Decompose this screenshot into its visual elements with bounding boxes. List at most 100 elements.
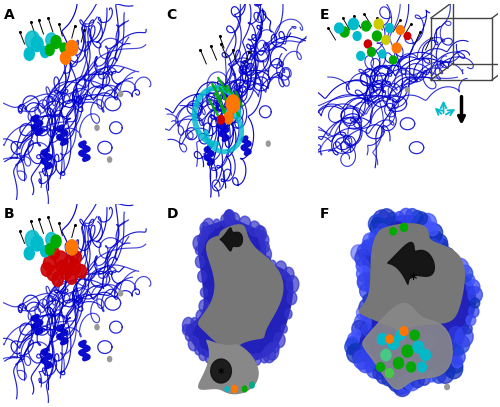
- Circle shape: [356, 258, 369, 273]
- Circle shape: [348, 333, 360, 346]
- Circle shape: [352, 329, 361, 339]
- Circle shape: [252, 354, 261, 365]
- Circle shape: [260, 350, 269, 363]
- Circle shape: [95, 324, 99, 330]
- Circle shape: [240, 363, 248, 372]
- Circle shape: [394, 377, 411, 396]
- Circle shape: [356, 266, 371, 282]
- Circle shape: [394, 379, 408, 394]
- Circle shape: [46, 232, 57, 246]
- Circle shape: [364, 40, 372, 48]
- Circle shape: [376, 363, 384, 372]
- Circle shape: [373, 210, 390, 229]
- Text: B: B: [4, 208, 14, 221]
- Circle shape: [378, 50, 386, 58]
- Circle shape: [436, 364, 454, 383]
- Circle shape: [426, 221, 434, 230]
- Circle shape: [362, 324, 372, 335]
- Circle shape: [363, 233, 377, 249]
- Polygon shape: [352, 216, 476, 387]
- Circle shape: [269, 260, 276, 270]
- Circle shape: [212, 359, 223, 374]
- Circle shape: [381, 350, 391, 361]
- Circle shape: [51, 235, 61, 248]
- Circle shape: [449, 327, 462, 342]
- Circle shape: [26, 230, 40, 248]
- Circle shape: [440, 247, 454, 264]
- Circle shape: [382, 35, 390, 44]
- Circle shape: [374, 19, 383, 29]
- Polygon shape: [210, 359, 232, 383]
- Circle shape: [422, 333, 436, 348]
- Circle shape: [412, 210, 423, 223]
- Circle shape: [198, 271, 206, 282]
- Circle shape: [287, 291, 297, 304]
- Text: *: *: [218, 367, 224, 379]
- Circle shape: [340, 27, 349, 37]
- Circle shape: [427, 372, 436, 382]
- Circle shape: [468, 287, 482, 303]
- Circle shape: [24, 48, 34, 60]
- Circle shape: [404, 33, 410, 39]
- Circle shape: [394, 357, 404, 369]
- Circle shape: [400, 208, 412, 223]
- Circle shape: [199, 349, 207, 361]
- Circle shape: [60, 52, 70, 64]
- Circle shape: [390, 228, 396, 235]
- Circle shape: [464, 274, 475, 286]
- Circle shape: [41, 263, 52, 276]
- Circle shape: [211, 353, 220, 365]
- Circle shape: [369, 232, 378, 242]
- Circle shape: [389, 377, 402, 392]
- Circle shape: [259, 234, 269, 247]
- Circle shape: [225, 211, 233, 222]
- Circle shape: [199, 300, 209, 313]
- Circle shape: [466, 280, 480, 294]
- Circle shape: [425, 308, 436, 322]
- Circle shape: [386, 24, 394, 33]
- Circle shape: [266, 141, 270, 146]
- Circle shape: [406, 88, 409, 92]
- Circle shape: [396, 333, 407, 345]
- Circle shape: [200, 231, 207, 242]
- Circle shape: [404, 372, 420, 391]
- Circle shape: [390, 56, 396, 64]
- Circle shape: [466, 315, 475, 326]
- Circle shape: [394, 381, 403, 390]
- Circle shape: [386, 335, 393, 343]
- Circle shape: [374, 223, 384, 234]
- Circle shape: [357, 244, 371, 259]
- Circle shape: [182, 324, 190, 335]
- Circle shape: [26, 31, 40, 49]
- Circle shape: [400, 379, 410, 390]
- Circle shape: [346, 337, 358, 350]
- Circle shape: [239, 216, 251, 232]
- Circle shape: [274, 333, 285, 348]
- Circle shape: [463, 324, 472, 334]
- Circle shape: [406, 209, 419, 223]
- Circle shape: [418, 362, 426, 372]
- Circle shape: [458, 265, 472, 282]
- Circle shape: [95, 125, 99, 130]
- Circle shape: [437, 243, 448, 255]
- Circle shape: [406, 362, 416, 372]
- Circle shape: [47, 266, 59, 281]
- Circle shape: [226, 95, 239, 113]
- Polygon shape: [360, 224, 465, 331]
- Circle shape: [212, 353, 225, 371]
- Circle shape: [376, 224, 388, 237]
- Circle shape: [471, 298, 480, 308]
- Circle shape: [360, 343, 370, 352]
- Circle shape: [40, 46, 50, 57]
- Circle shape: [376, 370, 390, 384]
- Polygon shape: [186, 215, 293, 375]
- Circle shape: [264, 256, 270, 265]
- Circle shape: [285, 309, 292, 319]
- Circle shape: [388, 212, 397, 222]
- Circle shape: [362, 21, 370, 31]
- Circle shape: [260, 247, 272, 263]
- Circle shape: [205, 351, 214, 363]
- Text: F: F: [320, 208, 329, 221]
- Circle shape: [51, 35, 61, 48]
- Circle shape: [388, 228, 398, 238]
